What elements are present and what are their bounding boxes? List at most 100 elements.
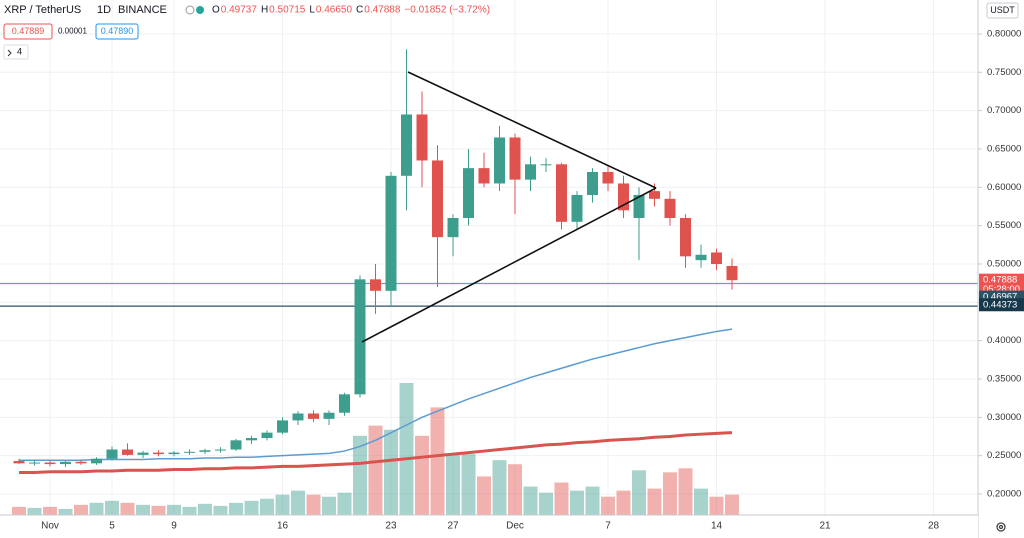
settings-icon[interactable]	[996, 522, 1006, 532]
level-layer	[0, 282, 978, 307]
candle-body	[571, 194, 583, 222]
x-tick-label: 9	[171, 521, 177, 532]
candle-body	[618, 183, 629, 211]
y-tick-label: 0.65000	[987, 143, 1021, 154]
volume-bar	[570, 490, 584, 515]
candle-body	[184, 451, 195, 453]
y-tick-label: 0.70000	[987, 105, 1021, 116]
candle-body	[649, 191, 660, 199]
ask: 0.47890	[101, 26, 134, 36]
candle-body	[323, 412, 335, 419]
moving-average	[19, 328, 733, 462]
x-tick-label: Nov	[41, 521, 59, 532]
candle-body	[122, 449, 133, 455]
candle-body	[29, 462, 40, 464]
candle-body	[75, 461, 87, 464]
x-tick-label: 14	[711, 521, 723, 532]
x-axis: Nov 5 9 16 23 27 Dec 7 14 21 28	[41, 521, 939, 532]
volume-bar	[632, 470, 646, 515]
volume-bar	[477, 476, 491, 515]
x-tick-label: 5	[109, 521, 115, 532]
y-tick-label: 0.50000	[987, 258, 1021, 269]
volume-layer	[12, 383, 739, 515]
interval: 1D	[97, 4, 111, 16]
candle-body	[711, 252, 722, 264]
candle-body	[261, 432, 273, 439]
volume-bar	[213, 505, 228, 515]
status-dot	[196, 6, 204, 14]
volume-bar	[260, 498, 274, 515]
ohlc-key: C	[356, 5, 363, 16]
y-tick-label: 0.60000	[987, 182, 1021, 193]
ohlc-value: 0.46650	[316, 5, 353, 16]
price-label: 05:28:00	[983, 284, 1020, 295]
ohlc-value: 0.49737	[221, 5, 258, 16]
volume-bar	[275, 494, 290, 515]
volume-bar	[554, 482, 569, 515]
ohlc-key: O	[212, 5, 220, 16]
candle-body	[432, 160, 443, 238]
volume-bar	[678, 468, 693, 515]
candle-body	[339, 394, 350, 413]
candle-body	[13, 461, 25, 464]
ohlc-legend: O 0.49737 H 0.50715 L 0.46650 C 0.47888 −0.01852…	[212, 5, 490, 16]
y-tick-label: 0.20000	[987, 489, 1021, 500]
symbol: XRP / TetherUS	[4, 4, 81, 16]
eye-icon[interactable]	[185, 5, 195, 15]
candle-layer	[13, 49, 738, 468]
volume-bar	[198, 503, 212, 515]
bid-box[interactable]	[3, 23, 53, 40]
volume-bar	[663, 472, 677, 515]
candle-body	[401, 114, 412, 176]
x-tick-label: 23	[385, 521, 397, 532]
currency-box[interactable]	[986, 2, 1019, 19]
x-tick-label: 16	[277, 521, 289, 532]
candle-body	[277, 420, 288, 433]
volume-bar	[446, 454, 460, 515]
volume-bar	[74, 504, 88, 515]
candle-body	[292, 413, 304, 421]
candle-body	[463, 168, 474, 218]
y-tick-label: 0.25000	[987, 450, 1021, 461]
volume-bar	[647, 488, 662, 515]
x-tick-label: Dec	[506, 521, 524, 532]
candle-body	[370, 279, 381, 291]
candle-body	[447, 217, 459, 238]
candle-body	[478, 168, 490, 184]
price-label: 0.47888	[983, 275, 1017, 286]
candle-body	[153, 452, 164, 455]
volume-bar	[182, 506, 197, 515]
volume-bar	[368, 425, 383, 515]
volume-bar	[12, 506, 26, 515]
volume-bar	[167, 504, 181, 515]
ma-layer	[19, 328, 733, 475]
x-tick-label: 21	[819, 521, 831, 532]
indicators-toggle[interactable]	[3, 44, 29, 60]
candle-body	[587, 171, 598, 195]
volume-bar	[601, 496, 615, 515]
y-tick-label: 0.75000	[987, 67, 1021, 78]
volume-bar	[709, 496, 724, 515]
spread: 0.00001	[58, 27, 87, 36]
ask-box[interactable]	[95, 23, 139, 40]
volume-bar	[694, 488, 708, 515]
price-label-box	[979, 298, 1024, 312]
volume-bar	[430, 407, 445, 515]
y-tick-label: 0.35000	[987, 374, 1021, 385]
volume-bar	[43, 506, 57, 515]
volume-bar	[492, 460, 507, 515]
candle-body	[633, 194, 645, 218]
volume-bar	[27, 507, 42, 515]
ohlc-value: 0.50715	[269, 5, 306, 16]
moving-average	[19, 431, 733, 475]
volume-bar	[120, 502, 135, 515]
x-tick-label: 7	[605, 521, 611, 532]
candle-body	[525, 164, 536, 180]
candle-body	[168, 452, 180, 455]
volume-bar	[461, 454, 476, 515]
grid	[0, 0, 978, 515]
candle-body	[60, 461, 71, 465]
exchange: BINANCE	[118, 4, 167, 16]
